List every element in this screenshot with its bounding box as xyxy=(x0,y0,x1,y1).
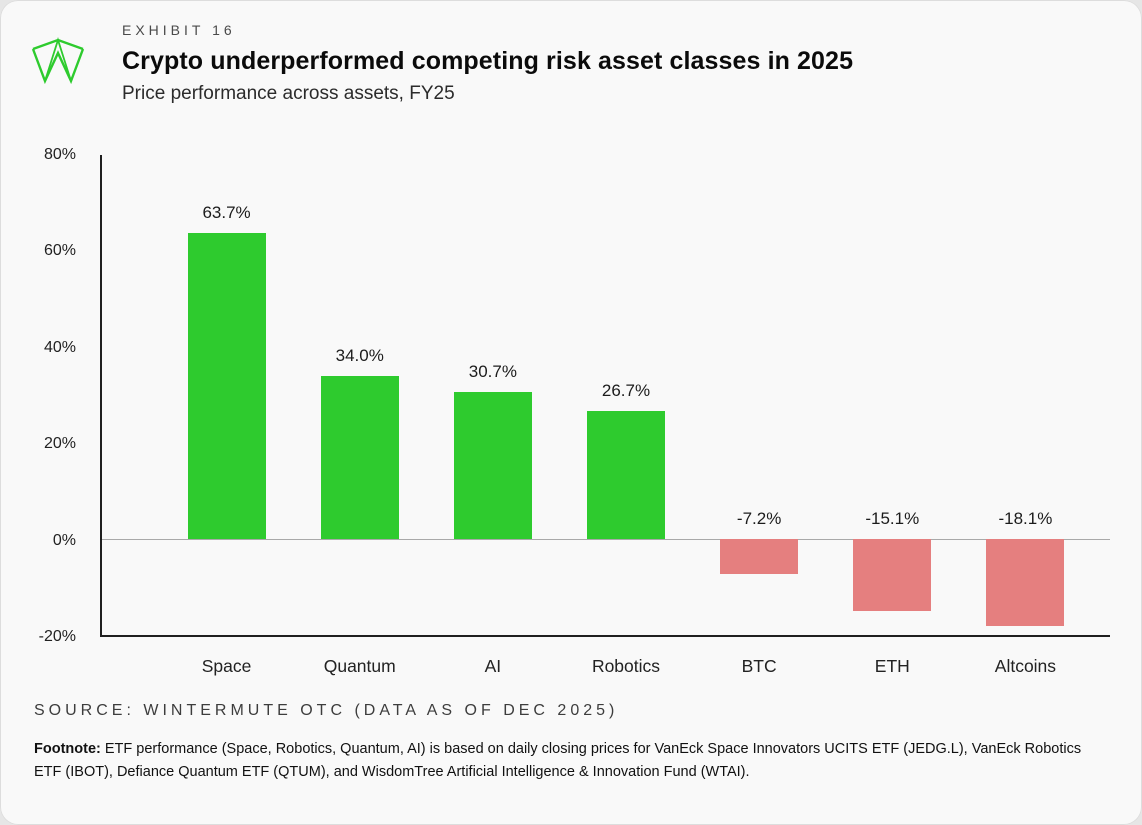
y-tick-label: 20% xyxy=(43,435,76,453)
wintermute-logo-icon xyxy=(31,37,85,85)
chart-title: Crypto underperformed competing risk ass… xyxy=(122,47,854,75)
plot-area: 63.7% Space 34.0% Quantum 30.7% AI 26.7% Roboti… xyxy=(100,155,1110,676)
category-label: Quantum xyxy=(323,656,396,676)
y-tick-label: 80% xyxy=(43,146,76,163)
bar-column: -18.1% Altcoins xyxy=(959,155,1092,676)
value-label: 63.7% xyxy=(202,203,251,223)
category-label: ETH xyxy=(874,656,910,676)
y-tick-label: -20% xyxy=(38,628,76,645)
value-label: -15.1% xyxy=(865,509,920,528)
category-label: AI xyxy=(484,656,502,676)
bar-column: -7.2% BTC xyxy=(693,155,826,676)
bar-column: -15.1% ETH xyxy=(826,155,959,676)
bar xyxy=(586,410,665,539)
exhibit-label: EXHIBIT 16 xyxy=(122,22,236,38)
y-tick-label: 60% xyxy=(43,242,76,260)
category-label: Robotics xyxy=(591,656,661,676)
value-label: 34.0% xyxy=(335,345,384,365)
footnote-text: ETF performance (Space, Robotics, Quantu… xyxy=(34,741,1082,781)
chart-header: EXHIBIT 16 Crypto underperformed competi… xyxy=(122,22,1102,105)
bar-column: 63.7% Space xyxy=(160,155,293,676)
category-label: Space xyxy=(201,656,252,676)
y-axis-labels: 80% 60% 40% 20% 0% -20% xyxy=(0,146,88,645)
bar-column: 34.0% Quantum xyxy=(293,155,426,676)
value-label: -7.2% xyxy=(736,509,782,528)
bar-column: 30.7% AI xyxy=(426,155,559,676)
bar xyxy=(853,539,932,612)
bar xyxy=(986,539,1065,626)
y-tick-label: 40% xyxy=(43,338,76,356)
bar xyxy=(453,391,532,539)
y-tick-label: 0% xyxy=(52,531,76,549)
category-label: BTC xyxy=(741,656,777,676)
bar xyxy=(720,539,799,574)
bar xyxy=(320,375,399,539)
bar-columns: 63.7% Space 34.0% Quantum 30.7% AI 26.7% Roboti… xyxy=(102,155,1110,676)
chart-subtitle: Price performance across assets, FY25 xyxy=(122,83,455,104)
bar xyxy=(187,233,266,539)
value-label: -18.1% xyxy=(998,509,1053,528)
value-label: 26.7% xyxy=(601,380,651,400)
footnote-label: Footnote: xyxy=(34,741,101,757)
category-label: Altcoins xyxy=(994,656,1057,676)
bar-column: 26.7% Robotics xyxy=(559,155,692,676)
source-line: SOURCE: WINTERMUTE OTC (DATA AS OF DEC 2… xyxy=(34,702,619,719)
value-label: 30.7% xyxy=(468,361,517,381)
footnote: Footnote: ETF performance (Space, Roboti… xyxy=(34,738,1100,784)
zero-gridline xyxy=(102,539,1110,540)
